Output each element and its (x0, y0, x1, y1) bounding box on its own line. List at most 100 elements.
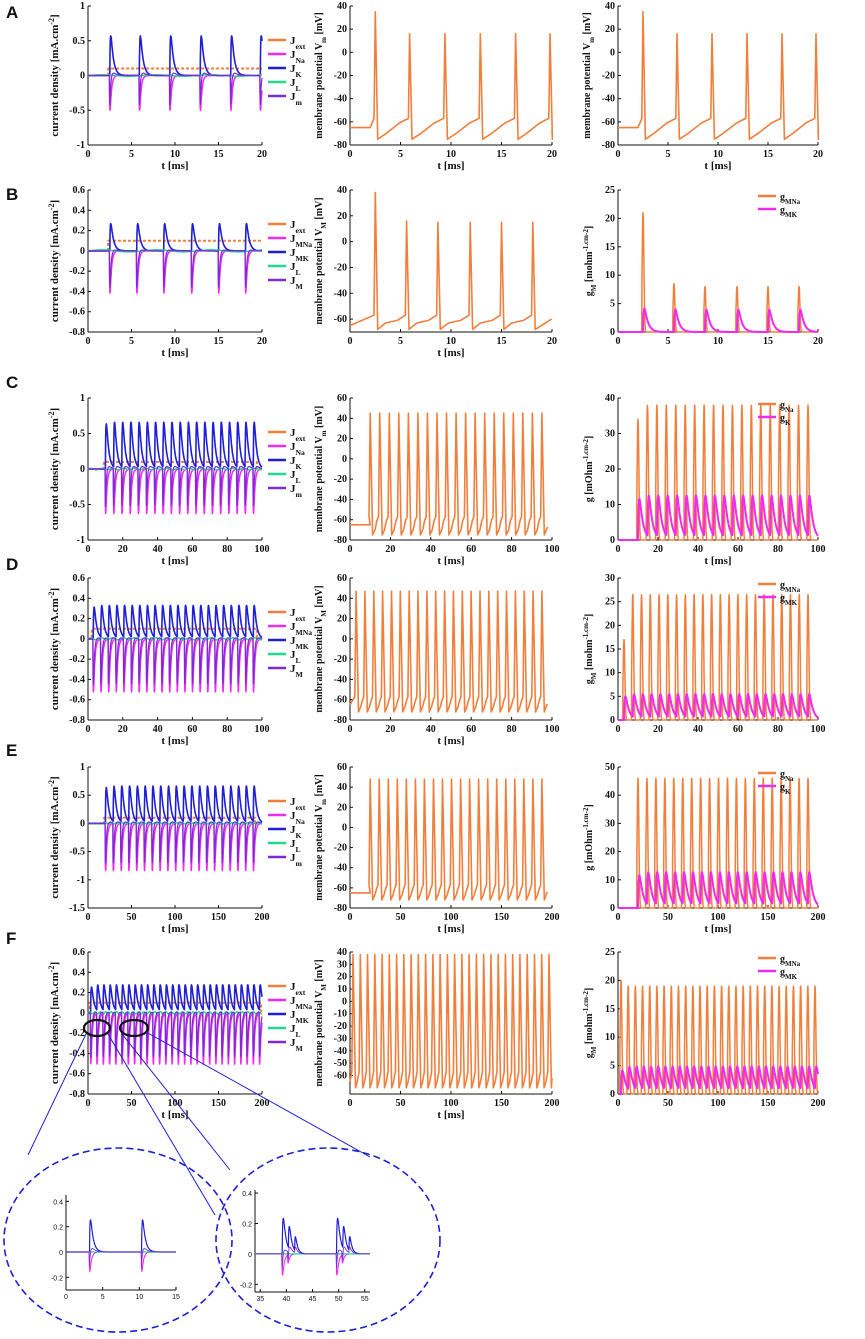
series-j-na (87, 74, 263, 111)
legend-entry: gK (780, 782, 791, 796)
x-tick-label: 80 (773, 544, 783, 555)
y-tick-label: 0.4 (73, 967, 86, 978)
panel-letter-d: D (6, 555, 18, 574)
x-tick-label: 60 (187, 724, 197, 735)
x-tick-label: 150 (211, 912, 226, 923)
legend-entry: JNa (290, 810, 305, 826)
y-axis-label: gM [mohm-1.cm-2] (582, 226, 598, 296)
y-tick-label: 20 (605, 213, 615, 224)
legend-entry: Jext (290, 219, 306, 235)
y-tick-label: -0.4 (69, 674, 85, 685)
y-tick-label: 5 (610, 299, 615, 310)
y-tick-label: 0.4 (73, 593, 86, 604)
legend-entry: JL (290, 469, 301, 485)
y-tick-label: -20 (334, 1021, 347, 1032)
x-tick-label: 20 (385, 544, 395, 555)
x-tick-label: 200 (545, 1098, 560, 1109)
y-tick-label: 40 (337, 947, 347, 958)
y-tick-label: 25 (605, 185, 615, 196)
legend-entry: JMNa (290, 233, 312, 249)
legend-entry: gK (780, 413, 791, 427)
series-j-k (87, 984, 263, 1014)
y-tick-label: -1 (77, 535, 85, 546)
legend-entry: JNa (290, 49, 305, 65)
x-tick-label: 5 (398, 336, 403, 347)
zoom-marker-ellipse (82, 1018, 112, 1038)
legend-entry: JL (290, 649, 301, 665)
y-tick-label: -0.5 (69, 500, 85, 511)
y-tick-label: -0.6 (69, 307, 85, 318)
x-tick-label: 150 (211, 1098, 226, 1109)
series-g-k (617, 871, 819, 909)
x-tick-label: 0 (616, 544, 621, 555)
x-axis-label: t [ms] (161, 923, 188, 935)
x-tick-label: 150 (761, 1098, 776, 1109)
y-tick-label: 0.2 (73, 614, 86, 625)
legend-entry: gMK (780, 593, 798, 607)
x-tick-label: 60 (466, 724, 476, 735)
x-tick-label: 0 (616, 724, 621, 735)
y-tick-label: -0.2 (69, 654, 85, 665)
series-g-na (617, 777, 819, 909)
legend-entry: JK (290, 824, 302, 840)
y-tick-label: -1 (77, 140, 85, 151)
charts-layer: 0 5 10 15 20-1-0.500.51t [ms]current density… (47, 1, 826, 1121)
y-tick-label: 0.6 (73, 947, 86, 958)
chart-C1: 0 20 40 60 80 100 -1 -0.5 0 0.5 1 t [ms] current den… (47, 393, 306, 567)
x-tick-label: 20 (547, 336, 557, 347)
series-vm (349, 191, 553, 331)
x-tick-label: 20 (813, 149, 823, 160)
y-tick-label: -0.5 (69, 847, 85, 858)
x-axis-label: t [ms] (161, 1109, 188, 1121)
x-tick-label: 100 (444, 912, 459, 923)
x-tick-label: 15 (214, 336, 224, 347)
series-j-ext (87, 460, 263, 470)
x-tick-label: 35 (256, 1296, 264, 1303)
x-tick-label: 0 (348, 149, 353, 160)
legend-entry: JL (290, 77, 301, 93)
x-tick-label: 100 (711, 1098, 726, 1109)
x-tick-label: 15 (497, 336, 507, 347)
legend-entry: JL (290, 838, 301, 854)
series-vm (349, 590, 548, 713)
legend-entry: JM (290, 663, 304, 679)
y-tick-label: 0.4 (53, 1199, 63, 1206)
y-tick-label: -40 (334, 1046, 347, 1057)
zoom-ellipse-right (215, 1147, 441, 1333)
x-tick-label: 20 (118, 724, 128, 735)
y-tick-label: -60 (334, 117, 347, 128)
y-tick-label: 0 (610, 327, 615, 338)
x-tick-label: 20 (257, 149, 267, 160)
series-j-na (87, 468, 263, 515)
zoom-series-j-k (65, 1219, 177, 1253)
y-tick-label: 30 (337, 959, 347, 970)
y-tick-label: -40 (334, 94, 347, 105)
legend-entry: JM (290, 275, 304, 291)
y-tick-label: -10 (334, 1009, 347, 1020)
x-axis-label: t [ms] (161, 160, 188, 172)
x-axis-label: t [ms] (161, 555, 188, 567)
y-tick-label: -80 (334, 903, 347, 914)
y-tick-label: 1 (80, 393, 85, 404)
y-tick-label: 40 (605, 1, 615, 12)
y-axis-label: current density [mA.cm-2] (47, 408, 62, 530)
legend-entry: Jext (290, 35, 306, 51)
x-tick-label: 10 (135, 1294, 143, 1301)
legend-entry: JL (290, 261, 301, 277)
y-tick-label: 20 (605, 620, 615, 631)
legend-entry: JMK (290, 635, 309, 651)
y-tick-label: 0.2 (242, 1221, 252, 1228)
x-tick-label: 0 (64, 1294, 68, 1301)
y-tick-label: -0.2 (69, 266, 85, 277)
y-tick-label: 20 (337, 24, 347, 35)
series-j-na (87, 638, 263, 693)
x-tick-label: 20 (385, 724, 395, 735)
x-tick-label: 40 (693, 724, 703, 735)
x-tick-label: 0 (348, 912, 353, 923)
y-tick-label: -0.8 (69, 1089, 85, 1100)
x-tick-label: 10 (446, 149, 456, 160)
series-j-na (87, 250, 263, 294)
y-tick-label: 0 (80, 464, 85, 475)
legend-entry: Jm (290, 91, 303, 107)
x-tick-label: 0 (348, 1098, 353, 1109)
